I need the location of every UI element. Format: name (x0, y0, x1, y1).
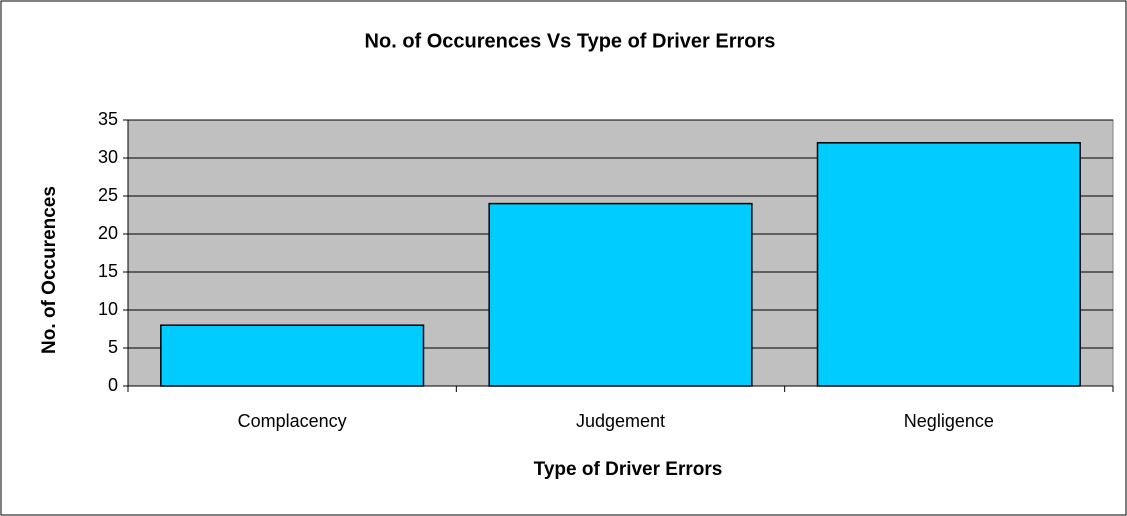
x-tick-label: Negligence (904, 411, 994, 431)
bar (488, 202, 753, 387)
chart-title: No. of Occurences Vs Type of Driver Erro… (365, 30, 776, 52)
y-tick-label: 0 (108, 375, 118, 395)
x-axis-title: Type of Driver Errors (534, 459, 723, 480)
y-tick-label: 30 (98, 147, 118, 167)
bar (816, 142, 1081, 387)
y-tick-label: 10 (98, 299, 118, 319)
y-tick-label: 5 (108, 337, 118, 357)
x-tick-label: Complacency (238, 411, 347, 431)
y-axis-title: No. of Occurences (39, 186, 60, 354)
x-tick-label: Judgement (576, 411, 665, 431)
bar (160, 324, 425, 387)
y-tick-label: 25 (98, 185, 118, 205)
y-tick-label: 15 (98, 261, 118, 281)
y-tick-label: 35 (98, 109, 118, 129)
y-tick-label: 20 (98, 223, 118, 243)
